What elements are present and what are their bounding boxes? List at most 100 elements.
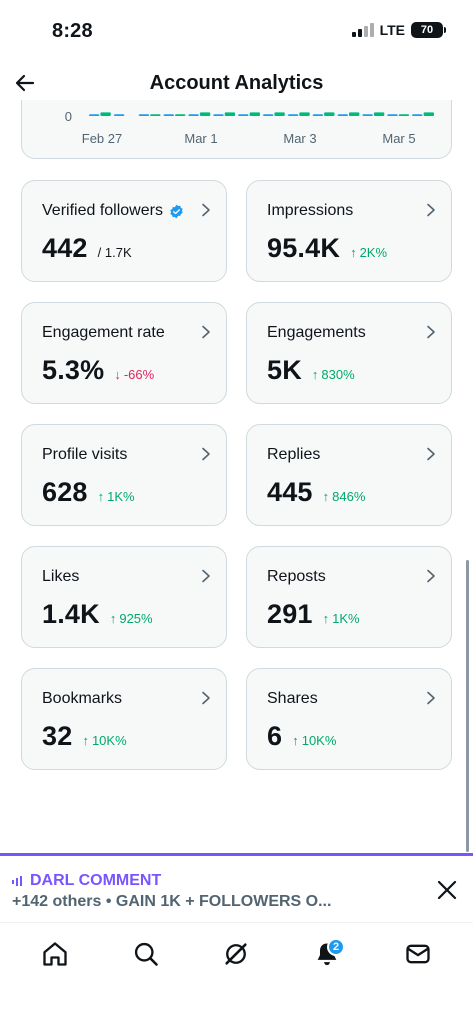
arrow-up-icon: ↑ [82, 733, 89, 748]
chart-bar[interactable] [89, 114, 100, 116]
close-icon [437, 880, 457, 900]
arrow-up-icon: ↑ [97, 489, 105, 504]
chart-bar[interactable] [373, 112, 385, 116]
banner-subtitle: +142 others • GAIN 1K + FOLLOWERS O... [12, 893, 332, 910]
chart-bar[interactable] [324, 112, 335, 116]
metric-value-row: 1.4K ↑ 925% [42, 599, 153, 630]
back-button[interactable] [10, 68, 40, 98]
metric-change: ↑ 925% [110, 611, 153, 626]
nav-notifications[interactable]: 2 [307, 934, 347, 974]
metric-label-row: Engagement rate [42, 324, 165, 342]
metric-card-likes[interactable]: Likes 1.4K ↑ 925% [21, 546, 227, 648]
metric-change-value: 830% [321, 367, 355, 382]
metric-value: 95.4K [267, 233, 341, 263]
bar-chart: 0 Feb 27 Mar 1 Mar 3 Mar 5 [65, 109, 434, 146]
metric-card-profile-visits[interactable]: Profile visits 628 ↑ 1K% [21, 424, 227, 526]
status-indicators: LTE 70 [351, 22, 446, 38]
metric-label-row: Replies [267, 446, 320, 464]
metric-value: 291 [267, 599, 313, 629]
verified-badge-icon [170, 204, 183, 218]
metric-label: Bookmarks [42, 690, 123, 707]
metric-value: 1.4K [42, 599, 100, 629]
chart-bar[interactable] [238, 114, 249, 116]
metric-label-row: Profile visits [42, 446, 127, 464]
audio-bars-icon [12, 876, 22, 886]
chevron-right-icon [427, 203, 435, 217]
nav-messages[interactable] [398, 934, 438, 974]
chart-bar[interactable] [138, 114, 150, 116]
chart-bar[interactable] [150, 114, 161, 116]
chart-bar[interactable] [188, 114, 199, 116]
chart-bar[interactable] [412, 114, 423, 116]
chart-bar[interactable] [163, 114, 174, 116]
chart-bar[interactable] [398, 114, 410, 116]
nav-search[interactable] [126, 934, 166, 974]
chart-bar[interactable] [274, 112, 285, 116]
arrow-up-icon: ↑ [311, 367, 319, 382]
scrollbar[interactable] [466, 560, 469, 852]
chart-bar[interactable] [100, 112, 111, 116]
chart-bar[interactable] [224, 112, 236, 116]
page-title: Account Analytics [149, 72, 324, 94]
chevron-right-icon [202, 447, 210, 461]
metric-change-value: 2K% [359, 245, 388, 260]
metric-change: ↑ 1K% [323, 611, 360, 626]
arrow-left-icon [15, 74, 35, 92]
metric-card-shares[interactable]: Shares 6 ↑ 10K% [246, 668, 452, 770]
battery-level: 70 [420, 24, 434, 36]
chart-bar[interactable] [337, 114, 348, 116]
banner-title: DARL COMMENT [12, 872, 161, 890]
metric-card-impressions[interactable]: Impressions 95.4K ↑ 2K% [246, 180, 452, 282]
chart-bar[interactable] [423, 112, 434, 116]
metric-change: ↑ 1K% [98, 489, 135, 504]
status-bar: 8:28 LTE 70 [0, 0, 473, 62]
metric-value: 628 [42, 477, 88, 507]
messages-icon [406, 944, 430, 964]
chart-bar[interactable] [263, 114, 274, 116]
metric-change-value: 1K% [332, 611, 360, 626]
banner-close-button[interactable] [435, 878, 459, 902]
nav-home[interactable] [35, 934, 75, 974]
metric-change: ↑ 2K% [350, 245, 387, 260]
chart-bar[interactable] [213, 114, 224, 116]
metric-label: Impressions [267, 202, 354, 219]
metric-label-row: Reposts [267, 568, 326, 586]
chevron-right-icon [427, 691, 435, 705]
chart-bar[interactable] [113, 114, 125, 116]
metric-change-value: 925% [119, 611, 153, 626]
metric-card-reposts[interactable]: Reposts 291 ↑ 1K% [246, 546, 452, 648]
chart-bar[interactable] [175, 114, 186, 116]
nav-grok[interactable] [216, 934, 256, 974]
chart-bar[interactable] [299, 112, 310, 116]
metric-value: 5.3% [42, 355, 105, 385]
space-banner[interactable]: DARL COMMENT +142 others • GAIN 1K + FOL… [0, 853, 473, 923]
metric-card-replies[interactable]: Replies 445 ↑ 846% [246, 424, 452, 526]
chart-bar[interactable] [249, 112, 260, 116]
metric-card-verified-followers[interactable]: Verified followers 442 / 1.7K [21, 180, 227, 282]
chevron-right-icon [427, 569, 435, 583]
chevron-right-icon [202, 569, 210, 583]
arrow-up-icon: ↑ [292, 733, 299, 748]
arrow-up-icon: ↑ [109, 611, 117, 626]
metric-value-row: 442 / 1.7K [42, 233, 132, 264]
metric-label: Shares [267, 690, 318, 707]
metric-label: Engagement rate [42, 324, 165, 341]
metric-card-engagement-rate[interactable]: Engagement rate 5.3% ↓ -66% [21, 302, 227, 404]
x-tick-label: Mar 3 [283, 131, 316, 146]
signal-icon [351, 23, 374, 37]
metric-change-value: 10K% [91, 733, 127, 748]
chart-bar[interactable] [287, 114, 299, 116]
metric-card-bookmarks[interactable]: Bookmarks 32 ↑ 10K% [21, 668, 227, 770]
chart-bar[interactable] [199, 112, 211, 116]
chart-bar[interactable] [349, 112, 360, 116]
metric-value-row: 32 ↑ 10K% [42, 721, 127, 752]
chevron-right-icon [427, 325, 435, 339]
metric-label: Profile visits [42, 446, 128, 463]
chart-bar[interactable] [362, 114, 373, 116]
metric-value-row: 628 ↑ 1K% [42, 477, 135, 508]
chart-bar[interactable] [312, 114, 324, 116]
chart-bar[interactable] [387, 114, 398, 116]
chevron-right-icon [202, 691, 210, 705]
metric-change: ↓ -66% [114, 367, 154, 382]
metric-card-engagements[interactable]: Engagements 5K ↑ 830% [246, 302, 452, 404]
